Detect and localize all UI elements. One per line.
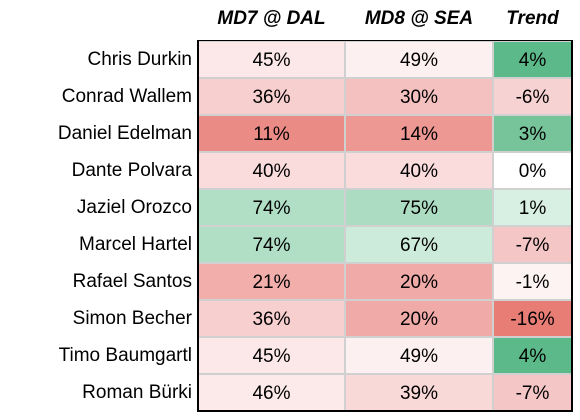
row-label: Simon Becher	[72, 308, 192, 329]
value-cell: 14%	[345, 115, 493, 152]
row-label: Roman Bürki	[82, 382, 192, 403]
value-cell: 4%	[493, 41, 572, 78]
value-cell: 74%	[198, 226, 345, 263]
row-label: Dante Polvara	[71, 160, 192, 181]
value-cell: 0%	[493, 152, 572, 189]
value-cell: 40%	[345, 152, 493, 189]
row-label: Chris Durkin	[87, 49, 192, 70]
row-label: Marcel Hartel	[79, 234, 192, 255]
value-cell: 74%	[198, 189, 345, 226]
row-label: Rafael Santos	[72, 271, 192, 292]
row-label: Jaziel Orozco	[76, 197, 192, 218]
value-cell: -7%	[493, 226, 572, 263]
column-header: MD7 @ DAL	[217, 8, 326, 29]
value-cell: 21%	[198, 263, 345, 300]
value-cell: 49%	[345, 337, 493, 374]
row-label: Conrad Wallem	[61, 86, 192, 107]
value-cell: 46%	[198, 374, 345, 411]
value-cell: 49%	[345, 41, 493, 78]
value-cell: 1%	[493, 189, 572, 226]
value-cell: 39%	[345, 374, 493, 411]
value-cell: -1%	[493, 263, 572, 300]
row-label: Timo Baumgartl	[58, 345, 192, 366]
value-cell: 75%	[345, 189, 493, 226]
value-cell: 40%	[198, 152, 345, 189]
value-cell: 11%	[198, 115, 345, 152]
column-header: MD8 @ SEA	[364, 8, 474, 29]
row-label: Daniel Edelman	[57, 123, 192, 144]
value-cell: 20%	[345, 300, 493, 337]
column-header: Trend	[506, 8, 559, 29]
value-cell: -7%	[493, 374, 572, 411]
value-cell: 20%	[345, 263, 493, 300]
value-cell: 3%	[493, 115, 572, 152]
value-cell: 45%	[198, 337, 345, 374]
value-cell: 36%	[198, 78, 345, 115]
value-cell: 36%	[198, 300, 345, 337]
value-cell: 45%	[198, 41, 345, 78]
value-cell: 67%	[345, 226, 493, 263]
value-cell: 4%	[493, 337, 572, 374]
value-cell: 30%	[345, 78, 493, 115]
value-cell: -16%	[493, 300, 572, 337]
value-cell: -6%	[493, 78, 572, 115]
